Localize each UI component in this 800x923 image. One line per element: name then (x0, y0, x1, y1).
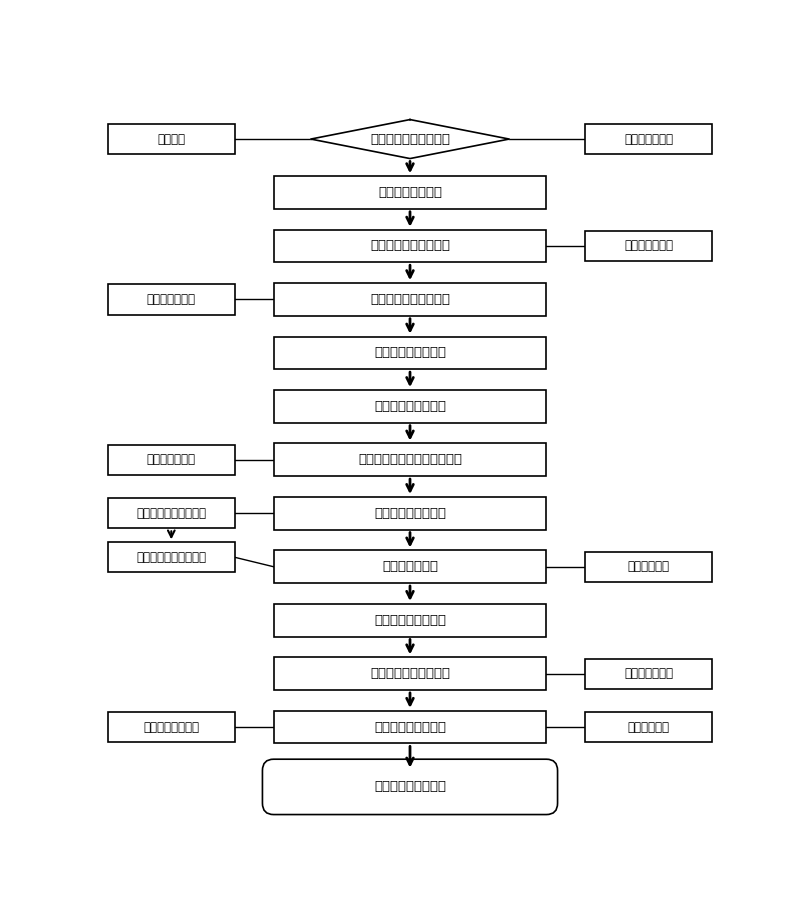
Text: 侧墙、底坑二期砼浇筑: 侧墙、底坑二期砼浇筑 (136, 551, 206, 564)
Text: 底轴一（左）调整就位: 底轴一（左）调整就位 (370, 293, 450, 306)
Text: 门叶与底轴拼装就位: 门叶与底轴拼装就位 (374, 614, 446, 627)
Text: 门叶一、二焊接: 门叶一、二焊接 (624, 667, 674, 680)
Text: 穿墙套管、水封安装: 穿墙套管、水封安装 (374, 400, 446, 413)
Text: 液压启闭机吊入就位: 液压启闭机吊入就位 (374, 721, 446, 734)
FancyBboxPatch shape (585, 712, 712, 742)
Text: 支座调整、点焊: 支座调整、点焊 (147, 293, 196, 306)
FancyBboxPatch shape (108, 124, 235, 154)
Text: 底轴一（左）检查试吊: 底轴一（左）检查试吊 (370, 133, 450, 146)
Text: 支座焊接固定: 支座焊接固定 (628, 560, 670, 573)
Text: 防撞墩埋件安装: 防撞墩埋件安装 (624, 133, 674, 146)
Polygon shape (310, 120, 510, 159)
Text: 底轴一、二法兰焊接: 底轴一、二法兰焊接 (374, 507, 446, 520)
Text: 液压驱动整体试运转: 液压驱动整体试运转 (374, 780, 446, 794)
FancyBboxPatch shape (108, 445, 235, 475)
Text: 底轴一（右）吊入就位: 底轴一（右）吊入就位 (370, 239, 450, 253)
FancyBboxPatch shape (274, 711, 546, 744)
FancyBboxPatch shape (274, 283, 546, 316)
Text: 拐臂带动试运转: 拐臂带动试运转 (382, 560, 438, 573)
FancyBboxPatch shape (262, 760, 558, 815)
FancyBboxPatch shape (108, 712, 235, 742)
Text: 闸门及侧止水安装: 闸门及侧止水安装 (143, 721, 199, 734)
FancyBboxPatch shape (108, 498, 235, 528)
FancyBboxPatch shape (274, 390, 546, 423)
Text: 支座调整、点焊: 支座调整、点焊 (147, 453, 196, 466)
FancyBboxPatch shape (274, 176, 546, 209)
FancyBboxPatch shape (274, 443, 546, 476)
FancyBboxPatch shape (274, 604, 546, 637)
Text: 拐臂、底轴二、支座吊入就位: 拐臂、底轴二、支座吊入就位 (358, 453, 462, 466)
FancyBboxPatch shape (585, 552, 712, 581)
Text: 底轴一（两节）拼装: 底轴一（两节）拼装 (374, 346, 446, 359)
FancyBboxPatch shape (585, 659, 712, 689)
Text: 底轴一（左）吊入: 底轴一（左）吊入 (378, 186, 442, 199)
Text: 门叶与底轴联动试运转: 门叶与底轴联动试运转 (370, 667, 450, 680)
FancyBboxPatch shape (274, 337, 546, 369)
Text: 底、侧止水埋件安装装: 底、侧止水埋件安装装 (136, 507, 206, 520)
FancyBboxPatch shape (274, 497, 546, 530)
Text: 支座调整、点焊: 支座调整、点焊 (624, 239, 674, 253)
FancyBboxPatch shape (108, 542, 235, 572)
FancyBboxPatch shape (108, 284, 235, 315)
FancyBboxPatch shape (585, 124, 712, 154)
Text: 底坎止水安装: 底坎止水安装 (628, 721, 670, 734)
FancyBboxPatch shape (585, 231, 712, 261)
Text: 测量放样: 测量放样 (158, 133, 186, 146)
FancyBboxPatch shape (274, 550, 546, 583)
FancyBboxPatch shape (274, 657, 546, 690)
FancyBboxPatch shape (274, 230, 546, 262)
